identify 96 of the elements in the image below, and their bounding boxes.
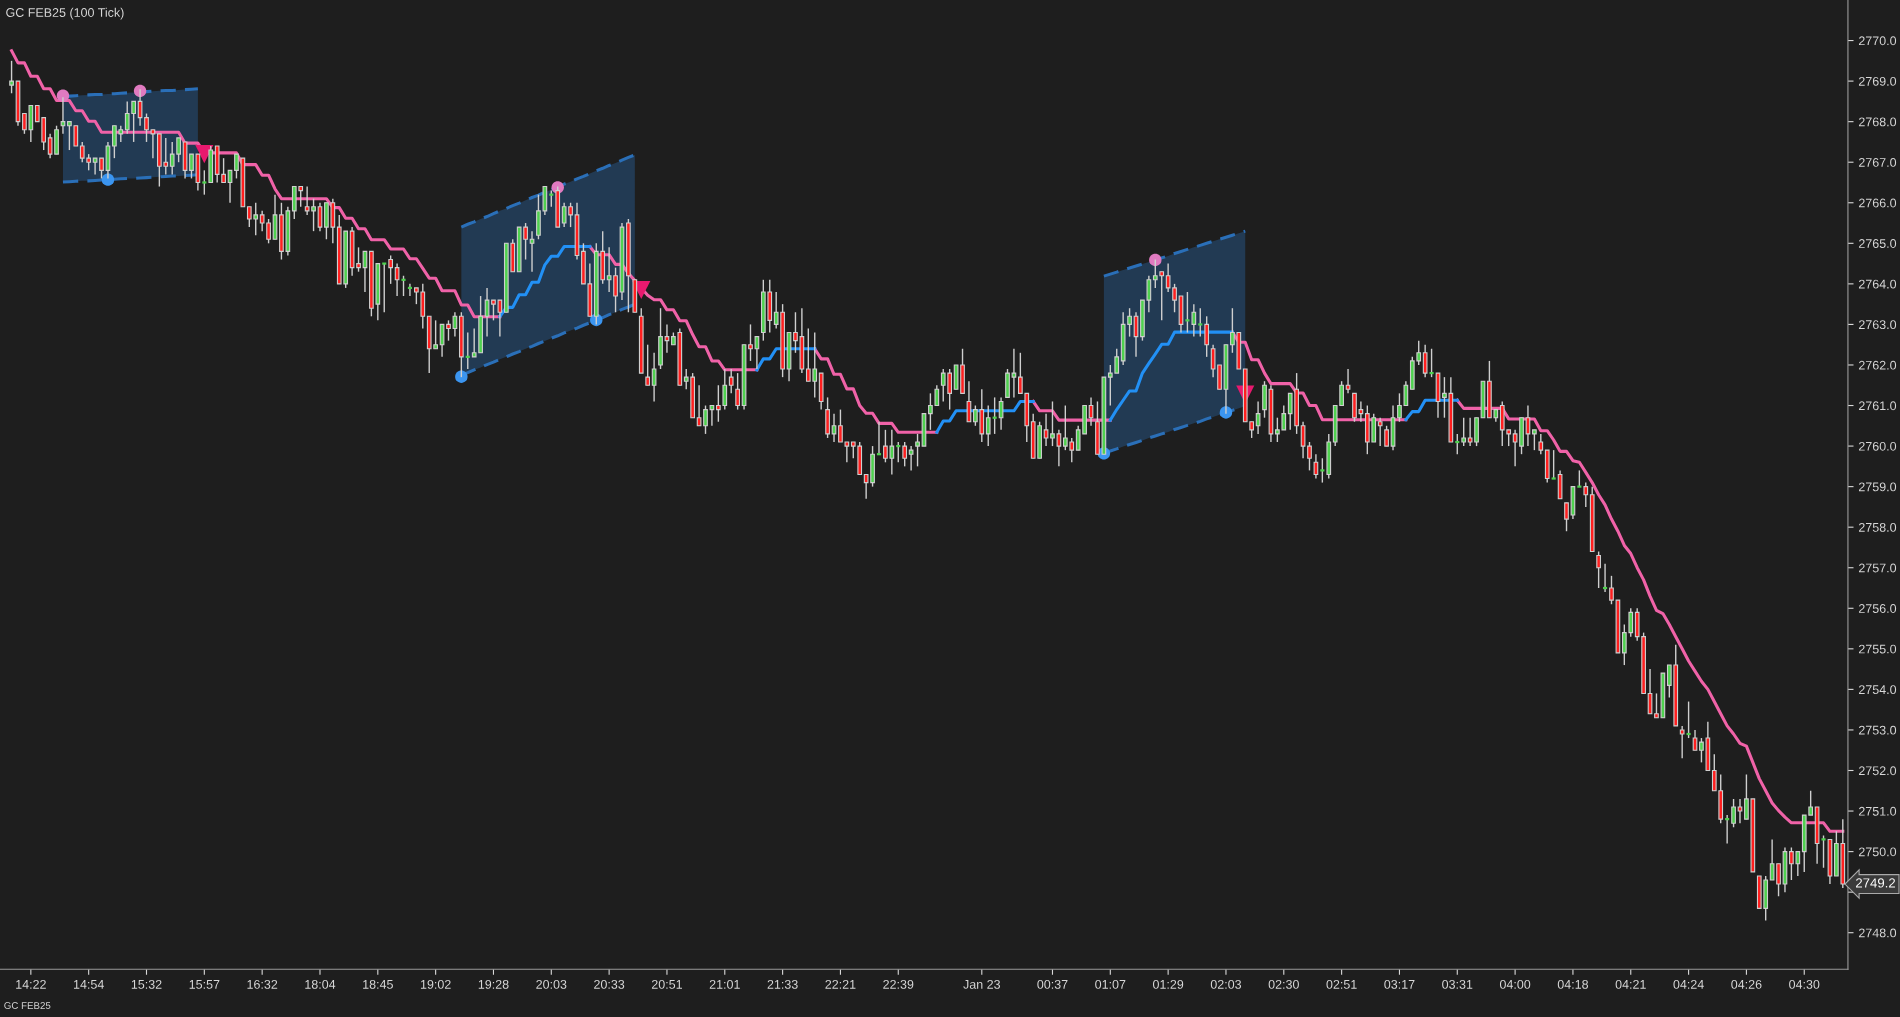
x-tick-label: 01:29 [1152,979,1184,989]
y-tick-label: 2761.0 [1858,401,1897,411]
x-tick-label: 20:03 [536,979,567,989]
candlestick [1583,481,1589,508]
x-tick-label: 04:24 [1673,979,1704,989]
candlestick [1313,453,1319,480]
x-tick-label: 14:54 [73,980,104,989]
candlestick [1461,416,1467,447]
candlestick [1596,550,1601,589]
y-tick-label: 2758.0 [1858,522,1897,532]
x-tick-label: 21:01 [709,979,740,989]
x-tick-label: 16:32 [247,979,278,989]
candlestick [1384,425,1389,447]
candlestick [394,262,400,297]
x-tick-label: 04:26 [1731,979,1762,989]
candlestick [1204,315,1210,358]
candlestick [1255,400,1261,435]
y-tick-label: 2748.0 [1858,928,1897,938]
x-tick-label: 04:00 [1499,979,1531,989]
y-tick-label: 2751.0 [1858,806,1897,816]
x-tick-label: Jan 23 [963,979,1001,989]
candlestick [1731,798,1736,828]
y-tick-label: 2763.0 [1858,320,1897,330]
candlestick [1550,449,1557,480]
x-tick-label: 18:04 [305,979,336,989]
point [1149,253,1162,267]
candlestick [9,60,14,94]
x-tick-label: 18:45 [363,979,393,989]
candlestick [1191,303,1197,338]
candlestick [651,352,657,403]
x-tick-label: 15:32 [131,979,162,989]
candlestick [998,396,1004,431]
y-tick-label: 2754.0 [1858,685,1897,695]
x-tick-label: 02:30 [1268,979,1299,989]
x-tick-label: 04:30 [1789,979,1820,989]
text: 2749.2 [1856,878,1896,888]
y-tick-label: 2757.0 [1858,563,1897,573]
x-tick-label: 21:33 [767,979,798,989]
candlestick [831,412,837,443]
candlestick [1532,429,1537,451]
candlestick [1319,457,1326,484]
candlestick [1538,433,1544,455]
x-tick-label: 20:33 [594,979,625,989]
candlestick [1692,729,1698,751]
candlestick [735,372,740,411]
x-tick-label: 04:18 [1557,979,1589,989]
candlestick [966,380,972,423]
y-tick-label: 2768.0 [1858,117,1897,127]
candlestick [1737,798,1743,824]
x-tick-label: 02:03 [1210,979,1242,989]
y-tick-label: 2752.0 [1858,766,1897,776]
y-tick-label: 2750.0 [1858,847,1897,857]
x-tick-label: 22:39 [883,979,914,989]
candlestick [1377,416,1383,447]
candlestick [1525,404,1531,447]
point [101,173,115,186]
x-tick-label: 03:17 [1384,979,1415,989]
y-tick-label: 2753.0 [1858,725,1897,735]
candlestick [985,404,991,447]
candlestick [388,254,394,285]
y-tick-label: 2755.0 [1858,644,1897,654]
y-tick-label: 2765.0 [1858,239,1897,248]
candlestick [1197,307,1204,338]
x-tick-label: 19:28 [478,979,509,989]
y-tick-label: 2764.0 [1858,279,1897,289]
y-tick-label: 2760.0 [1858,441,1897,451]
y-tick-label: 2767.0 [1858,158,1897,167]
candlestick [201,169,208,196]
candlestick [728,368,734,395]
candlestick [1422,343,1428,378]
candlestick [484,287,490,338]
candlestick [915,433,920,468]
candlestick [381,262,388,313]
candlestick [645,343,651,386]
text: GC FEB25 [4,1002,51,1009]
x-tick-label: 19:02 [420,979,451,989]
text: GC FEB25 (100 Tick) [6,7,124,20]
y-tick-label: 2762.0 [1858,360,1897,370]
candlestick [1679,725,1685,760]
y-tick-label: 2769.0 [1858,76,1897,86]
x-tick-label: 01:07 [1095,979,1126,989]
x-tick-label: 03:31 [1442,979,1473,989]
x-tick-label: 02:51 [1326,979,1357,989]
x-tick-label: 20:51 [651,979,682,989]
x-tick-label: 04:21 [1615,979,1646,989]
y-tick-label: 2766.0 [1858,198,1897,208]
y-tick-label: 2756.0 [1858,604,1897,613]
candlestick [908,445,914,472]
candlestick [902,441,908,468]
y-tick-label: 2759.0 [1858,482,1897,492]
point [455,370,468,383]
y-tick-label: 2770.0 [1858,36,1897,46]
x-tick-label: 14:22 [16,979,46,989]
x-tick-label: 00:37 [1037,979,1068,989]
x-tick-label: 22:21 [825,979,856,989]
x-tick-label: 15:57 [189,980,220,989]
